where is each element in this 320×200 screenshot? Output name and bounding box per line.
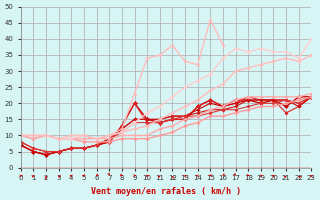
X-axis label: Vent moyen/en rafales ( km/h ): Vent moyen/en rafales ( km/h ) [91,187,241,196]
